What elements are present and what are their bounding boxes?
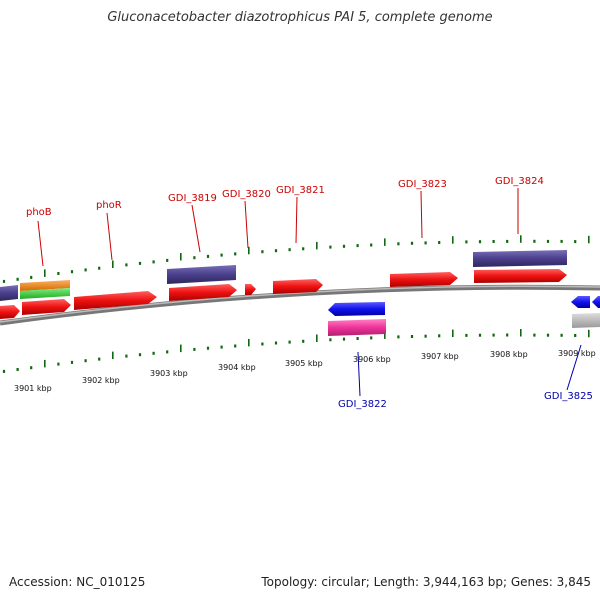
leader-phob (37, 220, 44, 267)
leader-gdi3821 (295, 196, 298, 244)
gene-label-phor: phoR (96, 200, 122, 211)
leader-gdi3820 (244, 200, 249, 249)
gene-gdi3821 (273, 279, 323, 294)
gene-phor (74, 291, 157, 310)
cog-bar-gdi3819 (167, 265, 236, 284)
kbp-label: 3905 kbp (285, 359, 323, 368)
gene-left-edge (0, 305, 20, 319)
gene-label-gdi3823: GDI_3823 (398, 179, 447, 190)
cog-bar-phob-green (20, 288, 70, 299)
leader-gdi3825 (566, 344, 582, 391)
gene-gdi3822 (328, 302, 385, 316)
cog-bar-gdi3825 (572, 313, 600, 328)
cog-bar-left-edge (0, 285, 18, 301)
cog-bar-phob-orange (20, 280, 70, 291)
kbp-label: 3909 kbp (558, 349, 596, 358)
leader-gdi3819 (191, 204, 201, 253)
genome-stats-label: Topology: circular; Length: 3,944,163 bp… (261, 575, 591, 589)
bottom-tick-row (2, 329, 590, 373)
cog-bars (0, 250, 600, 336)
gene-label-gdi3821: GDI_3821 (276, 185, 325, 196)
leader-gdi3822 (357, 351, 361, 397)
cog-bar-gdi3824 (473, 250, 567, 267)
gene-right-edge (592, 296, 600, 308)
reverse-genes (328, 296, 600, 316)
kbp-labels: 3901 kbp 3902 kbp 3903 kbp 3904 kbp 3905… (14, 349, 596, 393)
kbp-label: 3907 kbp (421, 352, 459, 361)
kbp-label: 3906 kbp (353, 355, 391, 364)
gene-gdi3824 (474, 269, 567, 283)
genome-backbone-highlight (0, 285, 600, 323)
kbp-label: 3901 kbp (14, 384, 52, 393)
kbp-label: 3904 kbp (218, 363, 256, 372)
gene-label-gdi3820: GDI_3820 (222, 189, 271, 200)
kbp-label: 3903 kbp (150, 369, 188, 378)
gene-gdi3820 (245, 284, 256, 295)
genome-backbone (0, 284, 600, 326)
gene-gdi3825 (571, 296, 590, 308)
forward-genes (0, 269, 567, 319)
gene-label-gdi3824: GDI_3824 (495, 176, 544, 187)
gene-label-gdi3825: GDI_3825 (544, 391, 593, 402)
leader-gdi3823 (420, 190, 423, 239)
kbp-label: 3908 kbp (490, 350, 528, 359)
map-title: Gluconacetobacter diazotrophicus PAI 5, … (107, 10, 493, 25)
label-leaders (37, 188, 582, 397)
gene-gdi3823 (390, 272, 458, 287)
gene-gdi3819 (169, 284, 237, 301)
gene-labels: phoB phoR GDI_3819 GDI_3820 GDI_3821 GDI… (26, 176, 593, 410)
cog-bar-gdi3822 (328, 319, 386, 336)
top-tick-row (2, 235, 590, 283)
gene-label-gdi3822: GDI_3822 (338, 399, 387, 410)
gene-label-phob: phoB (26, 207, 52, 218)
gene-phob (22, 299, 71, 315)
leader-phor (106, 212, 113, 261)
kbp-label: 3902 kbp (82, 376, 120, 385)
accession-label: Accession: NC_010125 (9, 575, 146, 589)
gene-label-gdi3819: GDI_3819 (168, 193, 217, 204)
